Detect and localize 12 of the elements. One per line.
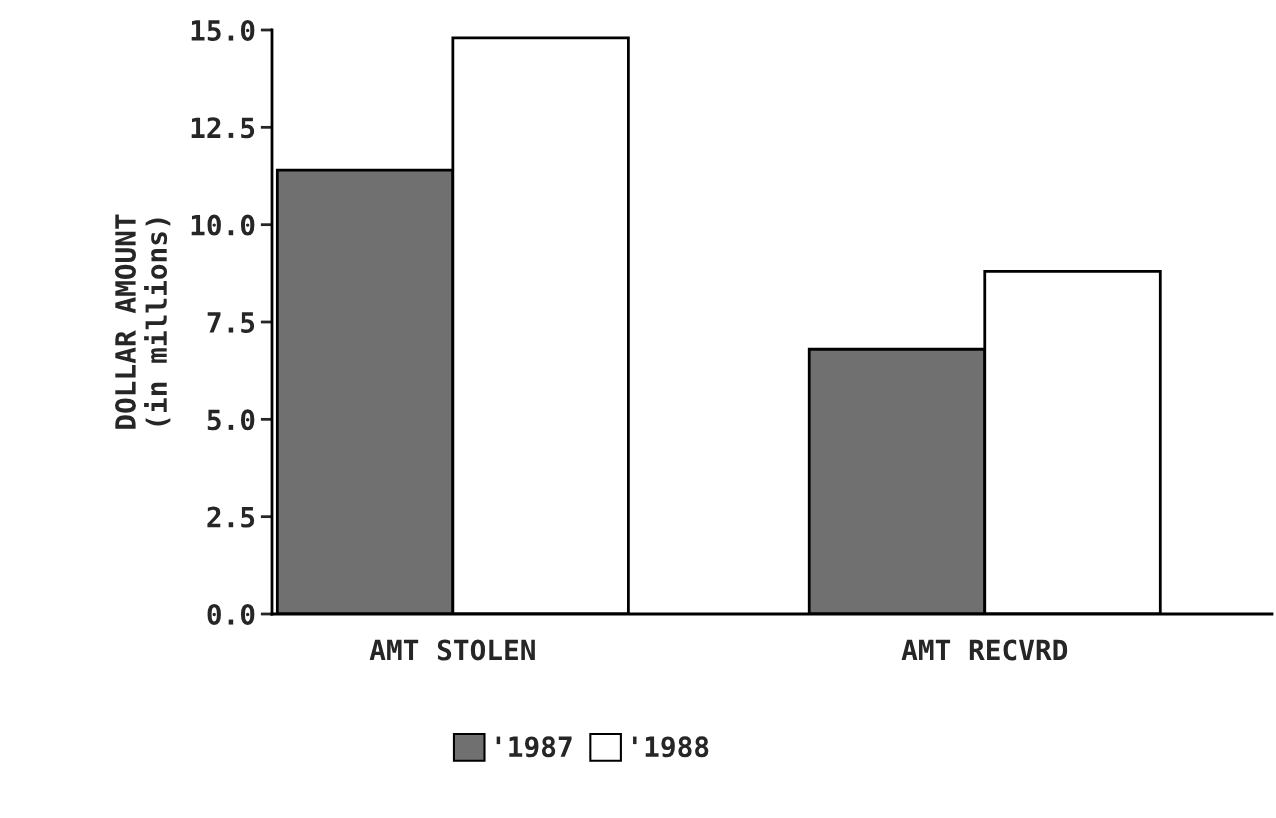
- y-tick-label: 2.5: [207, 506, 255, 528]
- x-tick-label: AMT RECVRD: [901, 639, 1068, 661]
- y-tick-label: 5.0: [207, 409, 255, 431]
- x-tick-label: AMT STOLEN: [369, 639, 535, 661]
- y-tick-label: 0.0: [207, 603, 255, 625]
- y-axis-title: DOLLAR AMOUNT (in millions): [114, 214, 171, 429]
- legend-label: '1987: [496, 736, 572, 758]
- legend-label: '1988: [633, 736, 709, 758]
- y-tick-label: 7.5: [207, 312, 255, 333]
- y-tick-label: 15.0: [191, 19, 255, 41]
- y-tick-label: 12.5: [191, 117, 255, 139]
- y-tick-label: 10.0: [191, 214, 255, 236]
